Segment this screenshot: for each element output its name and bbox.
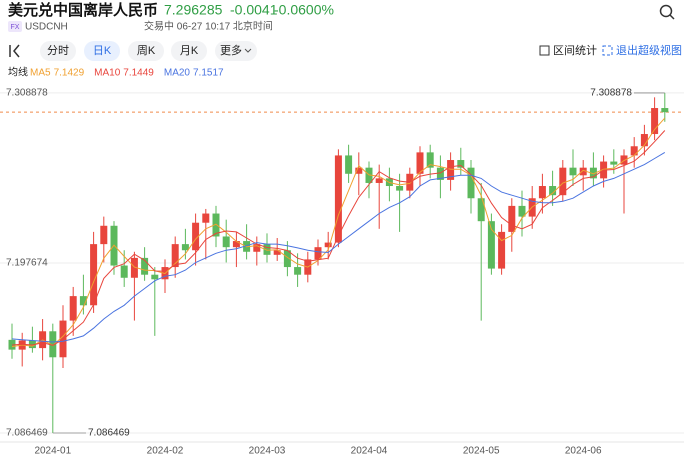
tab-bg xyxy=(40,41,76,61)
range-icon xyxy=(539,45,550,56)
tab[interactable]: 月K xyxy=(180,45,199,57)
candle-body xyxy=(79,296,87,306)
candle-body xyxy=(202,213,210,223)
search-icon[interactable] xyxy=(659,4,675,20)
candle-body xyxy=(345,155,353,174)
candle-body xyxy=(130,257,138,278)
dropdown-arrow xyxy=(244,48,252,53)
candle-body xyxy=(212,213,220,237)
y-tick-label: 7.086469 xyxy=(6,428,48,439)
candle-body xyxy=(477,198,485,222)
candle-body xyxy=(69,296,77,321)
candle-body xyxy=(120,265,128,278)
x-tick-label: 2024-01 xyxy=(34,446,71,457)
candle-body xyxy=(630,146,638,156)
max-label: 7.308878 xyxy=(590,88,632,99)
legend-name: MA10 xyxy=(94,68,121,79)
candle-body xyxy=(426,152,434,168)
candle-body xyxy=(416,152,424,174)
candle-body xyxy=(508,205,516,232)
candle-body xyxy=(263,244,271,255)
badge-bg xyxy=(8,21,22,32)
candle-body xyxy=(467,167,475,199)
candle-body xyxy=(90,244,98,306)
range-stats[interactable]: 区间统计 xyxy=(553,44,597,57)
candle-body xyxy=(538,186,546,199)
tab-bg xyxy=(171,41,207,61)
candle-body xyxy=(375,178,383,183)
candle-body xyxy=(589,167,597,179)
candle-body xyxy=(28,340,36,349)
ma-title: 均线 xyxy=(8,66,28,79)
tab[interactable]: 更多 xyxy=(220,43,242,57)
candle-body xyxy=(436,167,444,180)
exit-icon xyxy=(602,45,613,56)
legend-value: 7.1449 xyxy=(123,68,154,79)
candle-body xyxy=(355,167,363,174)
candle-body xyxy=(181,244,189,251)
candle-body xyxy=(283,250,291,268)
tab-bg xyxy=(84,41,120,61)
candle-body xyxy=(651,108,659,135)
change: -0.0041 xyxy=(230,2,278,18)
candle-body xyxy=(171,244,179,268)
change-pct: -0.0600% xyxy=(274,2,334,18)
x-tick-label: 2024-04 xyxy=(351,446,388,457)
x-tick-label: 2024-03 xyxy=(249,446,286,457)
candle-body xyxy=(141,257,149,275)
ma-line xyxy=(11,117,666,348)
status: 交易中 06-27 10:17 北京时间 xyxy=(144,20,273,33)
candle-body xyxy=(518,205,526,217)
candle-body xyxy=(457,160,465,168)
candle-body xyxy=(559,167,567,196)
candle-body xyxy=(151,274,159,280)
candle-body xyxy=(334,155,342,243)
legend-name: MA20 xyxy=(164,68,191,79)
x-tick-label: 2024-05 xyxy=(463,446,500,457)
ma-line xyxy=(11,130,666,346)
tab[interactable]: 周K xyxy=(137,44,156,57)
candle-body xyxy=(294,267,302,275)
tab-bg xyxy=(215,41,257,61)
ma-line xyxy=(11,151,666,343)
candle-body xyxy=(640,134,648,147)
x-tick-label: 2024-06 xyxy=(565,446,602,457)
min-label: 7.086469 xyxy=(88,428,130,439)
candle-body xyxy=(253,244,261,252)
symbol: USDCNH xyxy=(25,22,68,33)
candle-body xyxy=(549,186,557,196)
candle-body xyxy=(569,167,577,176)
y-tick-label: 7.308878 xyxy=(6,88,48,99)
candle-body xyxy=(661,108,669,113)
candle-body xyxy=(49,331,57,358)
candle-body xyxy=(232,241,240,248)
candle-body xyxy=(192,222,200,251)
legend-value: 7.1517 xyxy=(193,68,224,79)
tab[interactable]: 分时 xyxy=(47,44,69,57)
y-tick-label: 7.197674 xyxy=(6,258,48,269)
title: 美元兑中国离岸人民币 xyxy=(8,1,158,19)
candle-body xyxy=(100,225,108,245)
candle-body xyxy=(324,242,332,248)
candle-body xyxy=(487,221,495,269)
candle-body xyxy=(579,167,587,176)
legend-value: 7.1429 xyxy=(54,68,85,79)
price: 7.296285 xyxy=(164,2,223,18)
candle-body xyxy=(447,160,455,180)
x-tick-label: 2024-02 xyxy=(147,446,184,457)
candle-body xyxy=(273,250,281,255)
tab[interactable]: 日K xyxy=(93,45,112,57)
candle-body xyxy=(610,161,618,165)
badge: FX xyxy=(11,24,20,31)
candle-body xyxy=(314,247,322,260)
tab-bg xyxy=(128,41,164,61)
candle-body xyxy=(498,231,506,269)
collapse-icon[interactable] xyxy=(9,44,20,58)
candle-body xyxy=(222,236,230,248)
legend-name: MA5 xyxy=(30,68,51,79)
exit-view[interactable]: 退出超级视图 xyxy=(616,43,682,57)
candle-body xyxy=(396,186,404,191)
